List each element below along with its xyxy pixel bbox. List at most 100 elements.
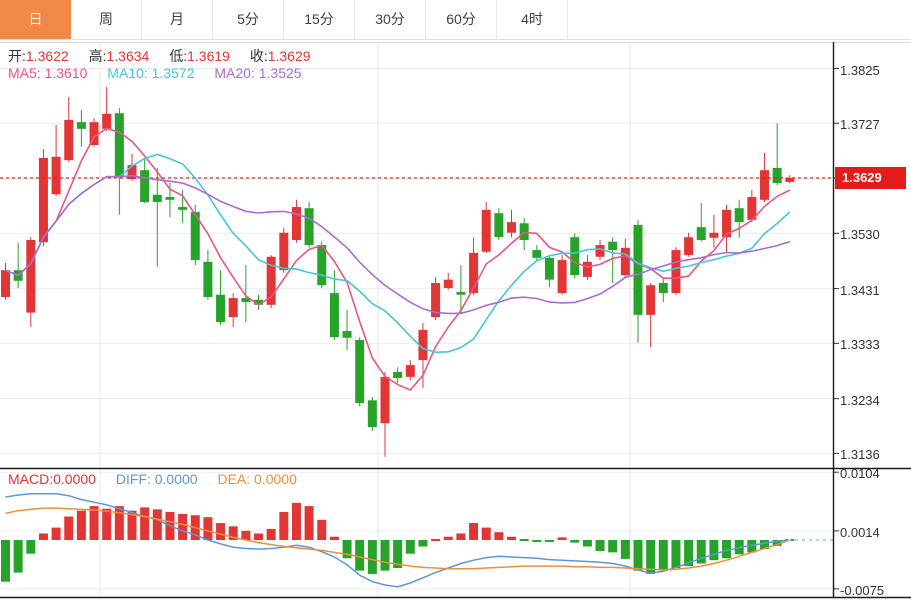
candle-up xyxy=(671,250,681,294)
diff-line xyxy=(5,492,790,588)
candle-up xyxy=(469,252,479,294)
period-tabbar: 日周月 5分 15分 30分 60分 4时 xyxy=(0,0,911,40)
candle-down xyxy=(216,294,226,323)
candle-down xyxy=(570,237,580,276)
macd-bar-negative xyxy=(532,540,542,542)
macd-bar-negative xyxy=(633,540,643,571)
diff-label: DIFF: xyxy=(115,471,151,487)
macd-bar-negative xyxy=(684,540,694,567)
candle-up xyxy=(582,261,592,277)
candle-down xyxy=(734,208,744,223)
candle-down xyxy=(178,207,188,210)
macd-bar-positive xyxy=(228,526,238,540)
macd-bar-positive xyxy=(114,506,124,540)
candle-up xyxy=(507,222,516,233)
price-tick-label: 1.3234 xyxy=(840,392,880,408)
candle-down xyxy=(304,208,314,246)
ma5-legend-item: MA5: 1.3610 xyxy=(8,65,87,81)
candle-down xyxy=(494,213,504,238)
candle-up xyxy=(89,122,99,146)
candle-down xyxy=(342,331,352,338)
macd-bar-negative xyxy=(367,540,377,574)
macd-value: 0.0000 xyxy=(53,471,96,487)
candle-up xyxy=(279,232,289,271)
macd-bar-negative xyxy=(582,540,592,547)
last-price-tag: 1.3629 xyxy=(835,167,906,189)
candle-down xyxy=(544,257,554,280)
macd-bar-positive xyxy=(481,527,491,540)
ma5-line xyxy=(5,127,791,391)
candle-up xyxy=(291,207,301,241)
candle-down xyxy=(532,250,542,258)
candle-down xyxy=(203,261,213,297)
macd-bar-negative xyxy=(393,540,403,569)
candle-down xyxy=(241,298,251,303)
macd-bar-positive xyxy=(317,519,327,540)
candle-down xyxy=(608,241,618,251)
candle-up xyxy=(481,209,491,252)
macd-bar-negative xyxy=(747,540,757,553)
macd-tick-label: 0.0104 xyxy=(840,466,880,482)
diff-legend-item: DIFF: 0.0000 xyxy=(116,471,198,487)
ma-legend: MA5: 1.3610 MA10: 1.3572 MA20: 1.3525 xyxy=(8,65,318,81)
tab-15min[interactable]: 15分 xyxy=(284,0,355,39)
candle-up xyxy=(760,170,769,200)
tab-4hour[interactable]: 4时 xyxy=(497,0,568,39)
high-label: 高: xyxy=(88,48,107,64)
ohlc-close: 收:1.3629 xyxy=(250,48,311,64)
ma10-label: MA10: xyxy=(107,65,148,81)
ma20-label: MA20: xyxy=(214,65,255,81)
macd-bar-positive xyxy=(443,536,453,540)
price-tick-label: 1.3431 xyxy=(840,282,880,298)
candle-up xyxy=(1,270,10,297)
macd-bar-positive xyxy=(241,530,251,540)
price-tick-label: 1.3825 xyxy=(840,62,880,78)
close-label: 收: xyxy=(249,48,268,64)
close-value: 1.3629 xyxy=(267,48,311,64)
macd-bar-negative xyxy=(405,540,415,554)
macd-bar-negative xyxy=(342,540,352,559)
candle-up xyxy=(785,178,795,182)
candle-up xyxy=(431,283,441,318)
open-label: 开: xyxy=(8,48,26,64)
candle-up xyxy=(38,157,48,243)
price-tick-label: 1.3136 xyxy=(840,447,880,463)
macd-bar-negative xyxy=(772,540,782,546)
macd-label: MACD: xyxy=(8,471,54,487)
ohlc-open: 开:1.3622 xyxy=(8,48,69,64)
ma5-value: 1.3610 xyxy=(44,65,88,81)
candle-down xyxy=(317,245,327,286)
tab-month[interactable]: 月 xyxy=(142,0,213,39)
candle-down xyxy=(393,371,403,378)
ma10-value: 1.3572 xyxy=(151,65,195,81)
price-tick-label: 1.3333 xyxy=(840,337,880,353)
macd-bar-negative xyxy=(709,540,719,561)
candle-up xyxy=(380,376,390,424)
candle-down xyxy=(696,227,706,241)
diff-value: 0.0000 xyxy=(154,471,198,487)
candle-down xyxy=(658,283,668,294)
macd-bar-positive xyxy=(140,507,150,540)
candle-up xyxy=(228,298,238,318)
macd-bar-negative xyxy=(13,540,23,573)
low-value: 1.3619 xyxy=(187,48,230,64)
tab-day[interactable]: 日 xyxy=(0,0,71,39)
ohlc-low: 低:1.3619 xyxy=(169,48,230,64)
tab-30min[interactable]: 30分 xyxy=(355,0,426,39)
kline-chart-canvas[interactable] xyxy=(0,42,911,601)
macd-bar-positive xyxy=(89,506,99,540)
macd-bar-positive xyxy=(304,506,314,540)
candle-up xyxy=(443,279,453,289)
low-label: 低: xyxy=(169,48,188,64)
candle-up xyxy=(102,113,112,129)
macd-bar-positive xyxy=(178,513,188,540)
macd-bar-flat xyxy=(431,539,441,541)
macd-legend: MACD:0.0000 DIFF: 0.0000 DEA: 0.0000 xyxy=(8,471,313,487)
candle-up xyxy=(646,285,656,315)
tab-60min[interactable]: 60分 xyxy=(426,0,497,39)
dea-value: 0.0000 xyxy=(254,471,297,487)
tab-week[interactable]: 周 xyxy=(71,0,142,39)
macd-bar-positive xyxy=(127,510,137,540)
candle-up xyxy=(64,119,74,161)
tab-5min[interactable]: 5分 xyxy=(213,0,284,39)
